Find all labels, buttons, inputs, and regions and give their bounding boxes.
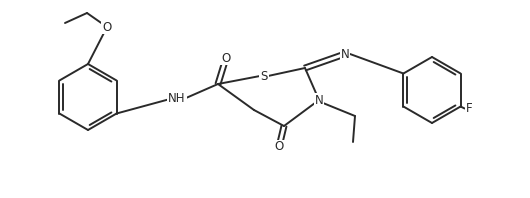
Text: O: O [275, 141, 284, 153]
Text: F: F [466, 102, 473, 115]
Text: O: O [222, 51, 231, 65]
Text: S: S [260, 69, 268, 83]
Text: N: N [341, 48, 349, 61]
Text: N: N [315, 93, 323, 107]
Text: O: O [102, 21, 112, 33]
Text: NH: NH [168, 91, 185, 105]
